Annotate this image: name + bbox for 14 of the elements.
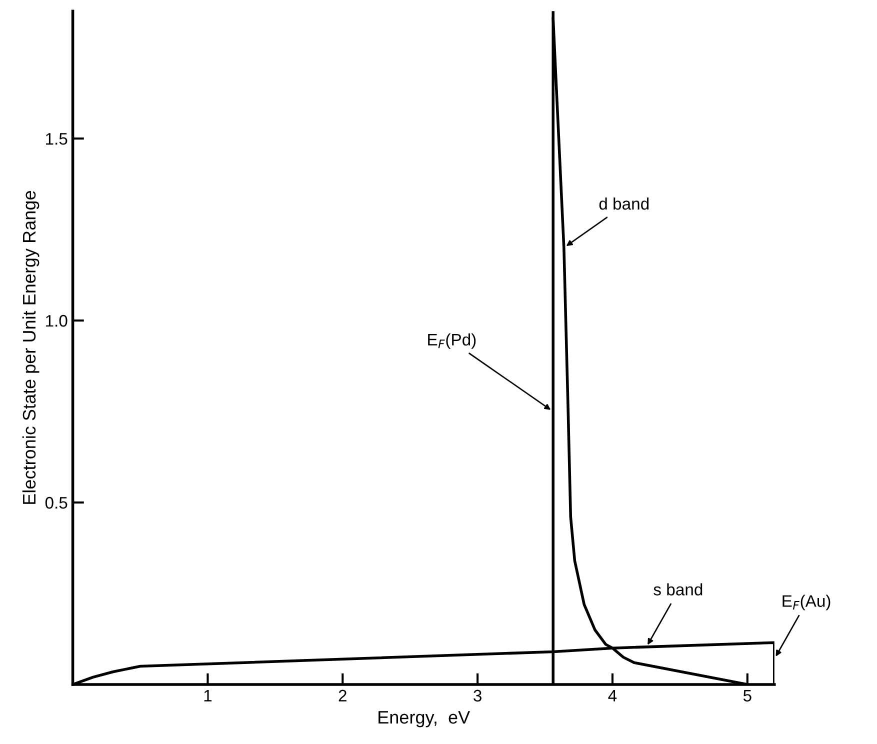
x-tick-label: 1 xyxy=(204,690,212,702)
y-axis-title: Electronic State per Unit Energy Range xyxy=(22,191,40,504)
annotation: s band xyxy=(654,583,702,596)
x-tick-label: 5 xyxy=(743,690,752,702)
x-tick-label: 4 xyxy=(608,690,617,702)
x-axis-title: Energy, eV xyxy=(378,711,470,728)
annotation: E$_{F}$(Pd) xyxy=(428,333,476,349)
annotation: E$_{F}$(Au) xyxy=(782,594,830,610)
y-tick-label: 0.5 xyxy=(45,496,68,509)
y-tick-label: 1.5 xyxy=(46,133,68,145)
x-tick-label: 2 xyxy=(338,690,346,702)
annotation: d band xyxy=(599,197,649,210)
y-tick-label: 1.0 xyxy=(46,314,68,327)
x-tick-label: 3 xyxy=(474,690,482,702)
